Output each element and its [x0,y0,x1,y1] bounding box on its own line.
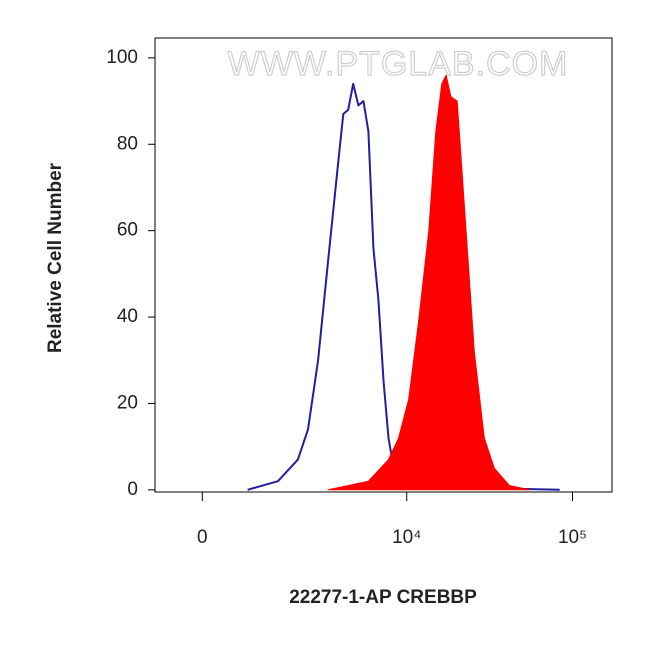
y-tick-label: 20 [117,392,138,413]
filled-histogram [327,74,530,491]
x-tick-label: 0 [197,527,208,548]
plot-frame [154,37,613,493]
y-tick-label: 60 [117,220,138,241]
x-tick-label: 10⁵ [558,527,587,548]
y-tick-label: 100 [106,47,138,68]
y-axis-label: Relative Cell Number [45,162,66,353]
watermark: WWW.PTGLAB.COM [228,45,569,83]
y-tick-label: 80 [117,133,138,154]
y-tick-label: 40 [117,306,138,327]
y-tick-label: 0 [127,479,138,500]
x-tick-label: 10⁴ [392,527,421,548]
x-axis-label: 22277-1-AP CREBBP [289,587,477,608]
